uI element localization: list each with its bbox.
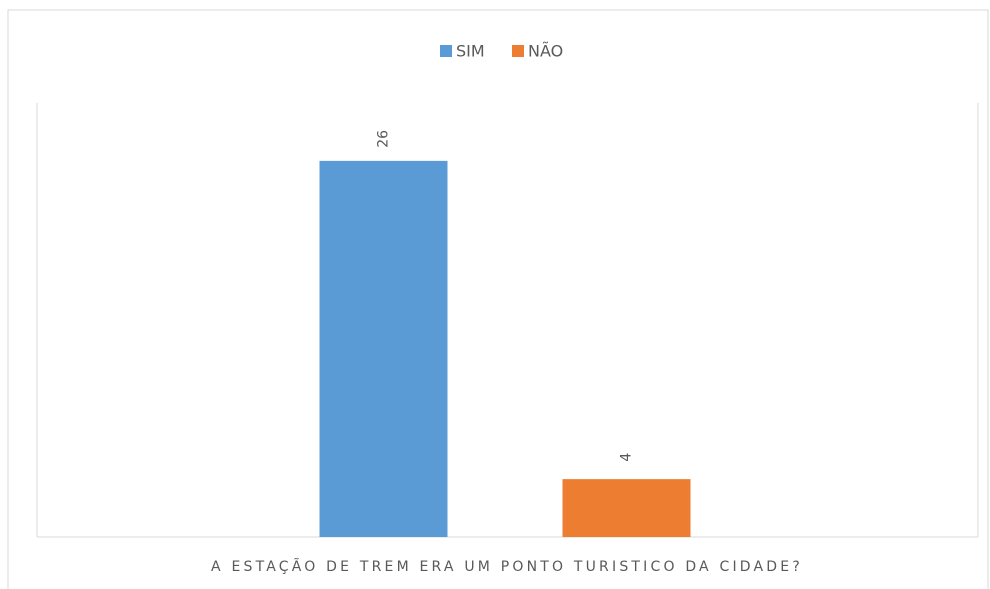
legend-swatch bbox=[512, 45, 524, 57]
data-label: 26 bbox=[376, 130, 392, 148]
legend-label: NÃO bbox=[528, 42, 563, 61]
data-label: 4 bbox=[619, 453, 635, 462]
bar bbox=[562, 479, 691, 537]
legend-label: SIM bbox=[456, 42, 485, 61]
chart-border bbox=[7, 9, 989, 589]
bar bbox=[319, 160, 448, 537]
legend-swatch bbox=[440, 45, 452, 57]
x-tick-label: A ESTAÇÃO DE TREM ERA UM PONTO TURISTICO… bbox=[211, 558, 803, 575]
